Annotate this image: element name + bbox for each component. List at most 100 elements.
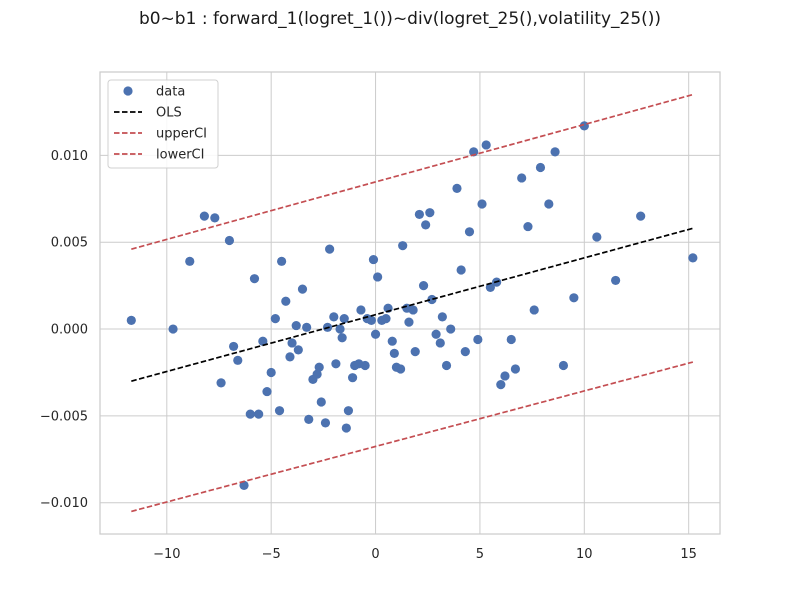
data-point	[233, 355, 243, 365]
data-point	[441, 360, 452, 371]
data-point	[510, 364, 521, 374]
data-point	[293, 345, 303, 355]
data-point	[636, 211, 646, 221]
data-point	[460, 347, 470, 357]
data-point	[481, 140, 491, 150]
data-point	[496, 380, 506, 390]
data-point	[337, 333, 347, 343]
data-point	[335, 324, 345, 334]
data-point	[558, 360, 569, 371]
data-point	[274, 406, 285, 416]
data-point	[312, 369, 322, 379]
data-point	[688, 253, 698, 263]
data-point	[304, 414, 314, 424]
legend-label-data: data	[156, 85, 185, 100]
data-point	[320, 418, 331, 428]
data-point	[302, 322, 312, 332]
data-point	[297, 284, 308, 294]
data-point	[347, 373, 358, 383]
data-point	[446, 324, 456, 334]
data-point	[339, 314, 349, 324]
data-point	[592, 232, 602, 242]
data-point	[421, 220, 431, 230]
data-point	[341, 423, 351, 433]
data-point	[277, 256, 287, 266]
data-point	[456, 265, 466, 275]
data-point	[216, 378, 226, 388]
data-point	[427, 294, 437, 305]
data-point	[281, 296, 291, 306]
x-tick-label: 10	[576, 547, 593, 562]
data-point	[373, 272, 383, 282]
legend: data OLS upperCI lowerCI	[107, 79, 219, 169]
data-point	[316, 397, 326, 407]
data-point	[329, 312, 339, 322]
data-point	[291, 320, 301, 331]
lowerci-line	[131, 361, 694, 513]
data-point	[464, 227, 475, 237]
data-point	[168, 324, 178, 334]
x-tick-label: 15	[680, 547, 697, 562]
data-point	[224, 235, 235, 246]
data-point	[418, 281, 429, 291]
data-point	[517, 173, 527, 183]
chart-title: b0~b1 : forward_1(logret_1())~div(logret…	[138, 9, 662, 29]
data-point	[245, 409, 255, 419]
x-tick-label: 5	[476, 547, 484, 562]
data-point	[500, 371, 510, 381]
legend-label-lowerci: lowerCI	[156, 148, 204, 163]
data-point	[210, 213, 220, 223]
data-point	[569, 293, 579, 303]
data-point	[368, 254, 379, 265]
data-point	[325, 244, 335, 254]
data-point	[435, 338, 445, 348]
legend-marker-data	[123, 86, 133, 96]
x-tick-label: −10	[153, 547, 180, 562]
data-point	[258, 336, 268, 346]
data-point	[356, 305, 366, 315]
y-tick-label: −0.005	[40, 409, 88, 424]
data-point	[239, 480, 249, 490]
data-point	[469, 147, 479, 157]
data-point	[396, 364, 406, 374]
data-point	[452, 183, 462, 193]
data-point	[262, 386, 272, 397]
legend-label-ols: OLS	[156, 106, 182, 121]
data-point	[254, 409, 264, 419]
data-point	[366, 315, 376, 325]
data-point	[370, 329, 381, 339]
x-tick-label: 0	[371, 547, 379, 562]
data-point	[199, 211, 209, 221]
data-point	[437, 312, 447, 322]
data-point	[266, 367, 276, 378]
plot-frame	[99, 71, 721, 535]
y-tick-label: −0.010	[40, 496, 88, 511]
grid-lines	[100, 72, 720, 534]
data-point	[485, 282, 495, 292]
data-point	[387, 336, 397, 346]
legend-box	[107, 79, 219, 169]
data-point	[270, 314, 280, 324]
data-point	[506, 334, 516, 345]
data-point	[398, 241, 408, 251]
data-point	[360, 360, 370, 371]
data-point	[425, 208, 435, 218]
data-point	[285, 352, 295, 362]
data-point	[126, 315, 136, 325]
data-point	[343, 406, 354, 416]
data-point	[611, 275, 621, 286]
data-point	[404, 317, 414, 327]
y-tick-label: 0.005	[51, 236, 88, 251]
data-point	[331, 359, 341, 369]
data-point	[229, 341, 239, 352]
data-point	[544, 199, 554, 209]
series-layer	[126, 93, 698, 513]
data-point	[287, 338, 297, 348]
y-tick-label: 0.010	[51, 149, 88, 164]
x-tick-label: −5	[262, 547, 281, 562]
data-point	[550, 147, 560, 157]
data-point	[408, 305, 418, 315]
data-point	[535, 162, 546, 173]
data-point	[431, 329, 441, 339]
